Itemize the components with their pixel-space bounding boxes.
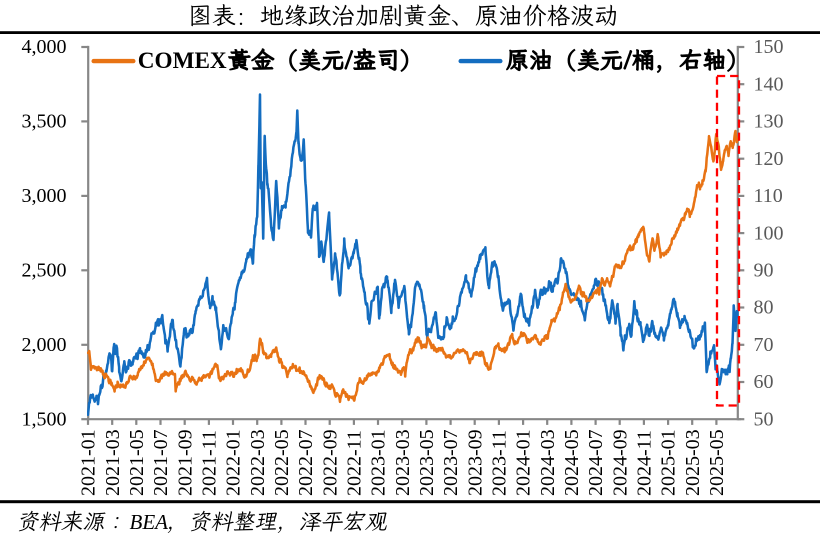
svg-text:2023-11: 2023-11 [489,430,511,496]
svg-text:2024-09: 2024-09 [609,429,631,496]
svg-text:2022-09: 2022-09 [319,429,341,496]
svg-text:2024-03: 2024-03 [537,429,559,496]
svg-text:50: 50 [754,408,774,430]
svg-text:2021-09: 2021-09 [174,429,196,496]
svg-text:2023-05: 2023-05 [416,429,438,496]
svg-text:100: 100 [754,222,784,244]
svg-text:150: 150 [754,36,784,58]
svg-text:2,500: 2,500 [22,260,67,282]
svg-text:2022-11: 2022-11 [344,430,366,496]
svg-text:2023-09: 2023-09 [464,429,486,496]
svg-text:COMEX: COMEX [138,48,227,74]
svg-text:2025-03: 2025-03 [682,429,704,496]
svg-text:120: 120 [754,148,784,170]
svg-text:2024-01: 2024-01 [513,429,535,496]
svg-text:2025-05: 2025-05 [706,429,728,496]
svg-text:2022-03: 2022-03 [247,429,269,496]
svg-text:1,500: 1,500 [22,408,67,430]
svg-text:3,500: 3,500 [22,111,67,133]
svg-text:70: 70 [754,334,774,356]
svg-text:3,000: 3,000 [22,185,67,207]
svg-text:80: 80 [754,297,774,319]
svg-text:2023-03: 2023-03 [392,429,414,496]
svg-text:130: 130 [754,111,784,133]
svg-text:90: 90 [754,260,774,282]
svg-text:2024-11: 2024-11 [634,430,656,496]
svg-text:2023-01: 2023-01 [368,429,390,496]
svg-text:140: 140 [754,73,784,95]
svg-text:2022-07: 2022-07 [295,429,317,496]
svg-text:60: 60 [754,371,774,393]
svg-text:2024-07: 2024-07 [585,429,607,496]
svg-text:2021-01: 2021-01 [78,429,100,496]
svg-text:2022-01: 2022-01 [223,429,245,496]
svg-text:4,000: 4,000 [22,36,67,58]
svg-text:2025-01: 2025-01 [658,429,680,496]
svg-text:2021-07: 2021-07 [150,429,172,496]
svg-text:2024-05: 2024-05 [561,429,583,496]
svg-text:2023-07: 2023-07 [440,429,462,496]
svg-text:110: 110 [754,185,783,207]
svg-text:BEA: BEA [130,510,169,534]
svg-text:2,000: 2,000 [22,334,67,356]
svg-text:2021-03: 2021-03 [102,429,124,496]
svg-text:2022-05: 2022-05 [271,429,293,496]
svg-text:2021-11: 2021-11 [199,430,221,496]
svg-text:2021-05: 2021-05 [126,429,148,496]
